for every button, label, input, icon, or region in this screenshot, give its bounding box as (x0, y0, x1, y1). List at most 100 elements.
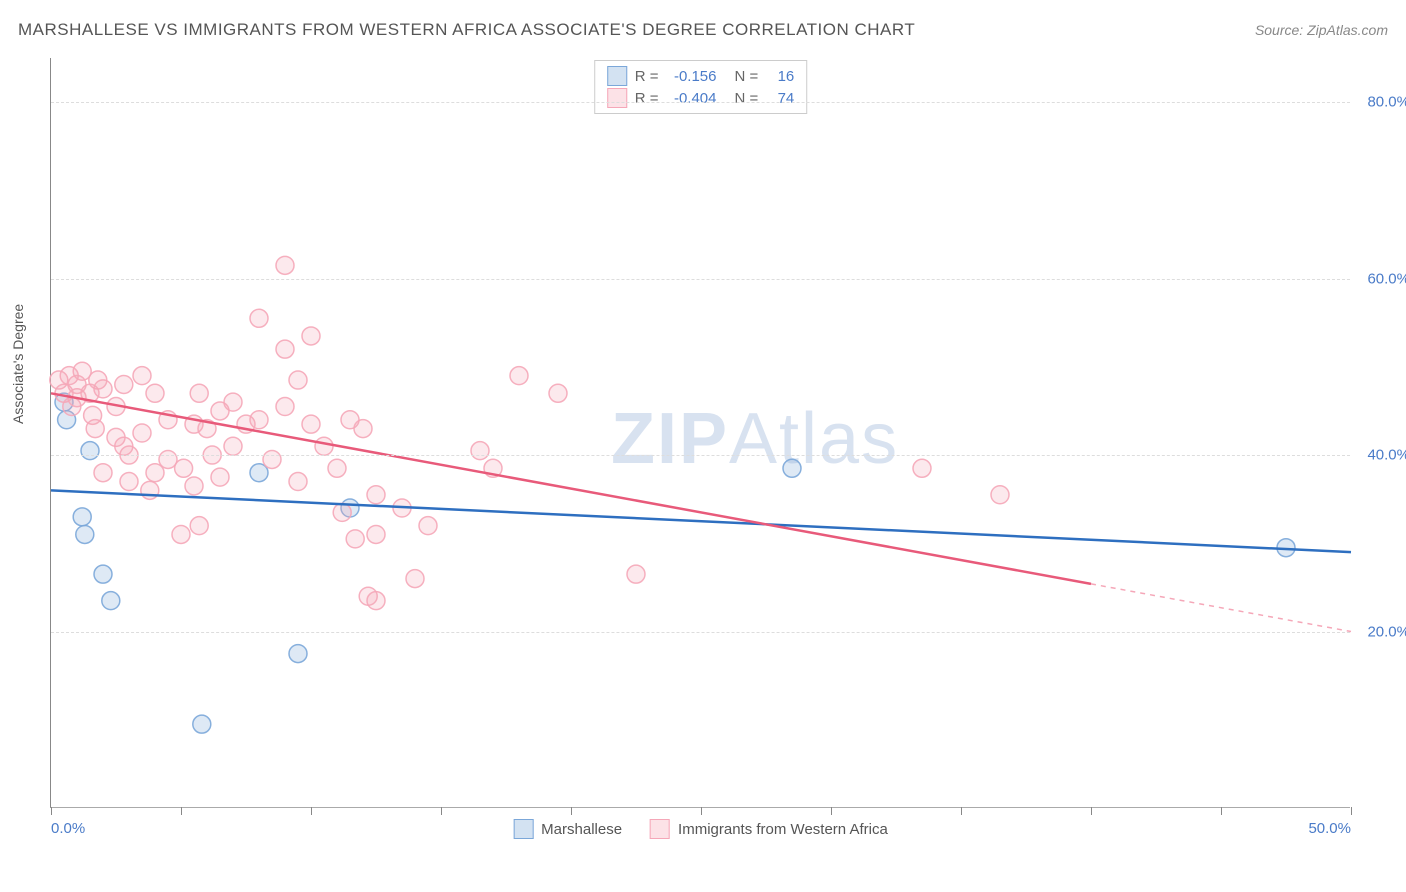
chart-plot-area: ZIPAtlas R =-0.156N =16R =-0.404N =74 Ma… (50, 58, 1350, 808)
x-tick (831, 807, 832, 815)
data-point (419, 517, 437, 535)
data-point (133, 424, 151, 442)
gridline (51, 279, 1350, 280)
data-point (289, 473, 307, 491)
legend-n-label: N = (735, 90, 759, 107)
x-tick (1091, 807, 1092, 815)
x-tick (51, 807, 52, 815)
data-point (627, 565, 645, 583)
data-point (193, 715, 211, 733)
data-point (315, 437, 333, 455)
data-point (289, 371, 307, 389)
y-tick-label: 60.0% (1367, 270, 1406, 287)
data-point (549, 384, 567, 402)
data-point (250, 309, 268, 327)
legend-swatch (607, 88, 627, 108)
trend-line (51, 490, 1351, 552)
data-point (276, 256, 294, 274)
x-tick-label: 50.0% (1308, 820, 1351, 837)
data-point (250, 411, 268, 429)
data-point (263, 450, 281, 468)
x-tick (961, 807, 962, 815)
y-tick-label: 40.0% (1367, 447, 1406, 464)
x-tick-label: 0.0% (51, 820, 85, 837)
source-label: Source: ZipAtlas.com (1255, 22, 1388, 38)
data-point (102, 592, 120, 610)
legend-swatch (650, 819, 670, 839)
x-tick (181, 807, 182, 815)
data-point (367, 592, 385, 610)
data-point (991, 486, 1009, 504)
y-tick-label: 20.0% (1367, 623, 1406, 640)
legend-r-value: -0.404 (667, 90, 717, 107)
data-point (73, 508, 91, 526)
legend-r-label: R = (635, 68, 659, 85)
legend-stat-row: R = -0.156 N = 16 (607, 65, 795, 87)
data-point (224, 437, 242, 455)
data-point (224, 393, 242, 411)
data-point (94, 464, 112, 482)
data-point (302, 415, 320, 433)
y-tick-label: 80.0% (1367, 94, 1406, 111)
legend-series-item: Marshallese (513, 819, 622, 839)
x-tick (1221, 807, 1222, 815)
legend-n-value: 16 (766, 68, 794, 85)
y-axis-label: Associate's Degree (10, 304, 26, 424)
data-point (172, 525, 190, 543)
x-tick (441, 807, 442, 815)
gridline (51, 632, 1350, 633)
data-point (328, 459, 346, 477)
data-point (76, 525, 94, 543)
legend-stat-row: R = -0.404 N = 74 (607, 87, 795, 109)
trend-line (51, 393, 1091, 584)
data-point (211, 468, 229, 486)
data-point (913, 459, 931, 477)
legend-swatch (607, 66, 627, 86)
data-point (141, 481, 159, 499)
legend-n-value: 74 (766, 90, 794, 107)
data-point (276, 340, 294, 358)
trend-line-dashed (1091, 584, 1351, 632)
data-point (333, 503, 351, 521)
data-point (185, 477, 203, 495)
x-tick (311, 807, 312, 815)
data-point (367, 525, 385, 543)
data-point (276, 398, 294, 416)
data-point (86, 420, 104, 438)
data-point (367, 486, 385, 504)
legend-n-label: N = (735, 68, 759, 85)
legend-r-value: -0.156 (667, 68, 717, 85)
data-point (406, 570, 424, 588)
data-point (94, 380, 112, 398)
legend-stats: R = -0.156 N = 16 R = -0.404 N = 74 (594, 60, 808, 114)
legend-series: Marshallese Immigrants from Western Afric… (513, 819, 888, 839)
data-point (783, 459, 801, 477)
legend-swatch (513, 819, 533, 839)
data-point (302, 327, 320, 345)
data-point (190, 517, 208, 535)
legend-series-item: Immigrants from Western Africa (650, 819, 888, 839)
data-point (289, 645, 307, 663)
data-point (346, 530, 364, 548)
x-tick (701, 807, 702, 815)
data-point (81, 442, 99, 460)
data-point (115, 375, 133, 393)
chart-title: MARSHALLESE VS IMMIGRANTS FROM WESTERN A… (18, 20, 915, 40)
x-tick (1351, 807, 1352, 815)
gridline (51, 102, 1350, 103)
x-tick (571, 807, 572, 815)
data-point (94, 565, 112, 583)
data-point (471, 442, 489, 460)
data-point (146, 384, 164, 402)
data-point (354, 420, 372, 438)
data-point (510, 367, 528, 385)
data-point (190, 384, 208, 402)
legend-r-label: R = (635, 90, 659, 107)
legend-series-label: Immigrants from Western Africa (678, 821, 888, 838)
data-point (133, 367, 151, 385)
gridline (51, 455, 1350, 456)
plot-svg (51, 58, 1350, 807)
data-point (175, 459, 193, 477)
legend-series-label: Marshallese (541, 821, 622, 838)
data-point (120, 473, 138, 491)
